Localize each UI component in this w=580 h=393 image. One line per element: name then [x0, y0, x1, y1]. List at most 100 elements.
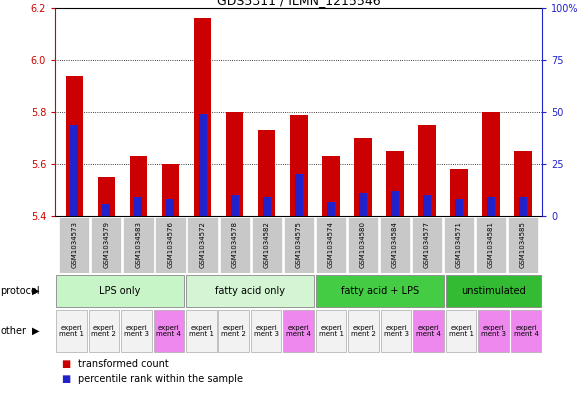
- Bar: [258, 130, 276, 216]
- Text: experi
ment 1: experi ment 1: [448, 325, 474, 338]
- FancyBboxPatch shape: [476, 217, 506, 273]
- FancyBboxPatch shape: [316, 275, 444, 307]
- FancyBboxPatch shape: [444, 217, 474, 273]
- Text: ■: ■: [61, 374, 70, 384]
- Bar: [418, 125, 436, 216]
- Text: GSM1034576: GSM1034576: [168, 221, 173, 268]
- Text: ■: ■: [61, 358, 70, 369]
- Text: percentile rank within the sample: percentile rank within the sample: [78, 374, 243, 384]
- FancyBboxPatch shape: [316, 310, 346, 353]
- Bar: [359, 193, 367, 216]
- FancyBboxPatch shape: [284, 310, 314, 353]
- Text: experi
ment 2: experi ment 2: [222, 325, 246, 338]
- Text: GSM1034574: GSM1034574: [328, 221, 334, 268]
- FancyBboxPatch shape: [155, 217, 186, 273]
- FancyBboxPatch shape: [284, 217, 314, 273]
- Text: experi
ment 3: experi ment 3: [253, 325, 279, 338]
- FancyBboxPatch shape: [316, 217, 346, 273]
- Text: experi
ment 4: experi ment 4: [416, 325, 441, 338]
- FancyBboxPatch shape: [252, 217, 282, 273]
- Text: GSM1034573: GSM1034573: [71, 221, 77, 268]
- Bar: [322, 156, 339, 216]
- Text: GSM1034585: GSM1034585: [520, 221, 526, 268]
- Bar: [70, 125, 78, 216]
- Text: experi
ment 1: experi ment 1: [318, 325, 344, 338]
- Text: unstimulated: unstimulated: [461, 286, 526, 296]
- FancyBboxPatch shape: [186, 310, 216, 353]
- Text: ▶: ▶: [32, 326, 39, 336]
- Text: fatty acid only: fatty acid only: [215, 286, 285, 296]
- FancyBboxPatch shape: [251, 310, 281, 353]
- FancyBboxPatch shape: [121, 310, 151, 353]
- Text: GSM1034580: GSM1034580: [360, 221, 366, 268]
- Text: experi
ment 2: experi ment 2: [92, 325, 116, 338]
- Title: GDS5311 / ILMN_1215546: GDS5311 / ILMN_1215546: [217, 0, 380, 7]
- Text: fatty acid + LPS: fatty acid + LPS: [341, 286, 419, 296]
- FancyBboxPatch shape: [220, 217, 249, 273]
- Bar: [166, 200, 175, 216]
- Text: experi
ment 4: experi ment 4: [514, 325, 538, 338]
- FancyBboxPatch shape: [381, 310, 411, 353]
- Text: GSM1034578: GSM1034578: [231, 221, 238, 268]
- Text: GSM1034572: GSM1034572: [200, 221, 205, 268]
- Text: experi
ment 2: experi ment 2: [351, 325, 376, 338]
- Bar: [263, 197, 271, 216]
- Text: experi
ment 3: experi ment 3: [481, 325, 506, 338]
- FancyBboxPatch shape: [154, 310, 184, 353]
- Bar: [198, 114, 206, 216]
- FancyBboxPatch shape: [89, 310, 119, 353]
- Bar: [354, 138, 372, 216]
- Text: GSM1034571: GSM1034571: [456, 221, 462, 268]
- Bar: [290, 115, 307, 216]
- Bar: [194, 18, 211, 216]
- FancyBboxPatch shape: [91, 217, 121, 273]
- FancyBboxPatch shape: [511, 310, 541, 353]
- Bar: [450, 169, 468, 216]
- Text: experi
ment 1: experi ment 1: [188, 325, 214, 338]
- Bar: [162, 164, 179, 216]
- FancyBboxPatch shape: [349, 310, 379, 353]
- Bar: [97, 177, 115, 216]
- Text: GSM1034584: GSM1034584: [392, 221, 398, 268]
- Bar: [386, 151, 404, 216]
- Text: GSM1034581: GSM1034581: [488, 221, 494, 268]
- Bar: [487, 197, 495, 216]
- Bar: [129, 156, 147, 216]
- Bar: [135, 197, 143, 216]
- FancyBboxPatch shape: [56, 275, 184, 307]
- Text: ▶: ▶: [32, 286, 39, 296]
- Bar: [391, 191, 399, 216]
- Text: protocol: protocol: [1, 286, 40, 296]
- Text: GSM1034575: GSM1034575: [296, 221, 302, 268]
- FancyBboxPatch shape: [186, 275, 314, 307]
- Text: GSM1034583: GSM1034583: [136, 221, 142, 268]
- Text: experi
ment 4: experi ment 4: [287, 325, 311, 338]
- Text: transformed count: transformed count: [78, 358, 169, 369]
- Text: GSM1034577: GSM1034577: [424, 221, 430, 268]
- FancyBboxPatch shape: [412, 217, 442, 273]
- Bar: [66, 75, 83, 216]
- FancyBboxPatch shape: [414, 310, 444, 353]
- Bar: [327, 202, 335, 216]
- FancyBboxPatch shape: [380, 217, 410, 273]
- Text: GSM1034582: GSM1034582: [264, 221, 270, 268]
- Text: GSM1034579: GSM1034579: [103, 221, 110, 268]
- FancyBboxPatch shape: [446, 275, 541, 307]
- Bar: [295, 174, 303, 216]
- FancyBboxPatch shape: [124, 217, 154, 273]
- Bar: [231, 195, 238, 216]
- Text: experi
ment 3: experi ment 3: [383, 325, 409, 338]
- Bar: [482, 112, 500, 216]
- Text: LPS only: LPS only: [99, 286, 141, 296]
- FancyBboxPatch shape: [219, 310, 249, 353]
- Bar: [514, 151, 532, 216]
- FancyBboxPatch shape: [348, 217, 378, 273]
- FancyBboxPatch shape: [446, 310, 476, 353]
- FancyBboxPatch shape: [59, 217, 89, 273]
- FancyBboxPatch shape: [508, 217, 538, 273]
- Bar: [103, 204, 110, 216]
- Text: experi
ment 1: experi ment 1: [59, 325, 84, 338]
- Bar: [455, 200, 463, 216]
- Text: experi
ment 3: experi ment 3: [124, 325, 149, 338]
- Bar: [519, 197, 527, 216]
